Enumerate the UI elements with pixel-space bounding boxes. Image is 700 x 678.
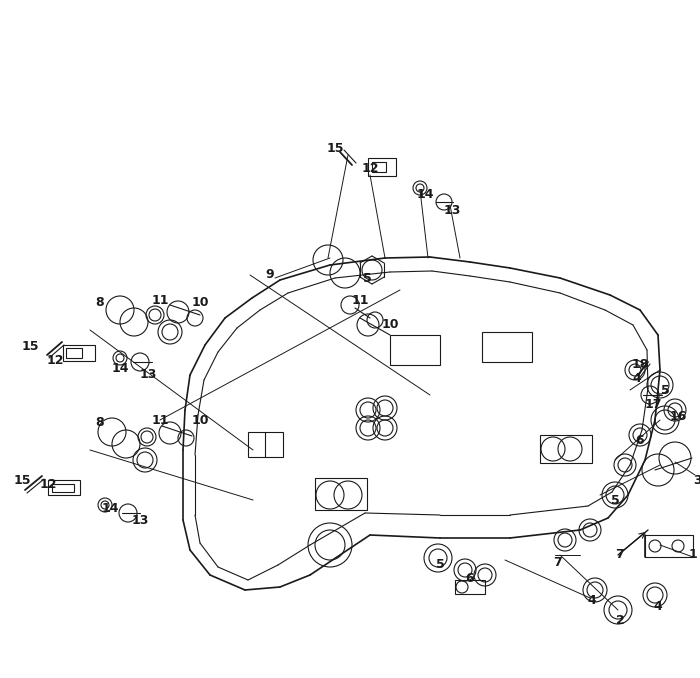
Text: 15: 15 [21, 340, 38, 353]
Bar [368, 158, 396, 176]
Text: 12: 12 [39, 479, 57, 492]
Text: 17: 17 [644, 399, 661, 412]
Text: 12: 12 [361, 161, 379, 174]
Text: 13: 13 [139, 369, 157, 382]
Text: 14: 14 [111, 361, 129, 374]
Text: 13: 13 [443, 203, 461, 216]
Bar [248, 432, 283, 457]
Text: 5: 5 [661, 384, 669, 397]
Text: 15: 15 [326, 142, 344, 155]
Bar [390, 335, 440, 365]
Text: 3: 3 [693, 473, 700, 487]
Bar [372, 162, 386, 172]
Bar [52, 484, 74, 492]
Text: 8: 8 [96, 296, 104, 308]
Text: 11: 11 [151, 414, 169, 426]
Text: 12: 12 [46, 353, 64, 367]
Text: 9: 9 [266, 268, 274, 281]
Text: 14: 14 [416, 188, 434, 201]
Text: 5: 5 [435, 559, 444, 572]
Bar [482, 332, 532, 362]
Text: 18: 18 [631, 359, 649, 372]
Bar [63, 345, 95, 361]
Text: 5: 5 [363, 271, 372, 285]
Text: 11: 11 [351, 294, 369, 306]
Text: 4: 4 [587, 593, 596, 607]
Text: 16: 16 [669, 410, 687, 424]
Text: 10: 10 [191, 296, 209, 308]
Bar [48, 480, 80, 495]
Bar [315, 478, 367, 510]
Text: 14: 14 [102, 502, 119, 515]
Text: 4: 4 [633, 372, 641, 384]
Bar [66, 348, 82, 358]
Text: 1: 1 [689, 549, 697, 561]
Text: 15: 15 [13, 473, 31, 487]
Text: 5: 5 [610, 494, 620, 506]
Text: 10: 10 [382, 319, 399, 332]
Bar [540, 435, 592, 463]
Text: 13: 13 [132, 513, 148, 527]
Text: 8: 8 [96, 416, 104, 428]
Bar [645, 535, 693, 557]
Bar [455, 580, 485, 594]
Text: 7: 7 [615, 549, 624, 561]
Text: 6: 6 [466, 572, 475, 584]
Text: 2: 2 [615, 614, 624, 626]
Text: 10: 10 [191, 414, 209, 426]
Text: 4: 4 [654, 601, 662, 614]
Text: 6: 6 [636, 433, 644, 447]
Text: 7: 7 [552, 555, 561, 568]
Text: 11: 11 [151, 294, 169, 306]
